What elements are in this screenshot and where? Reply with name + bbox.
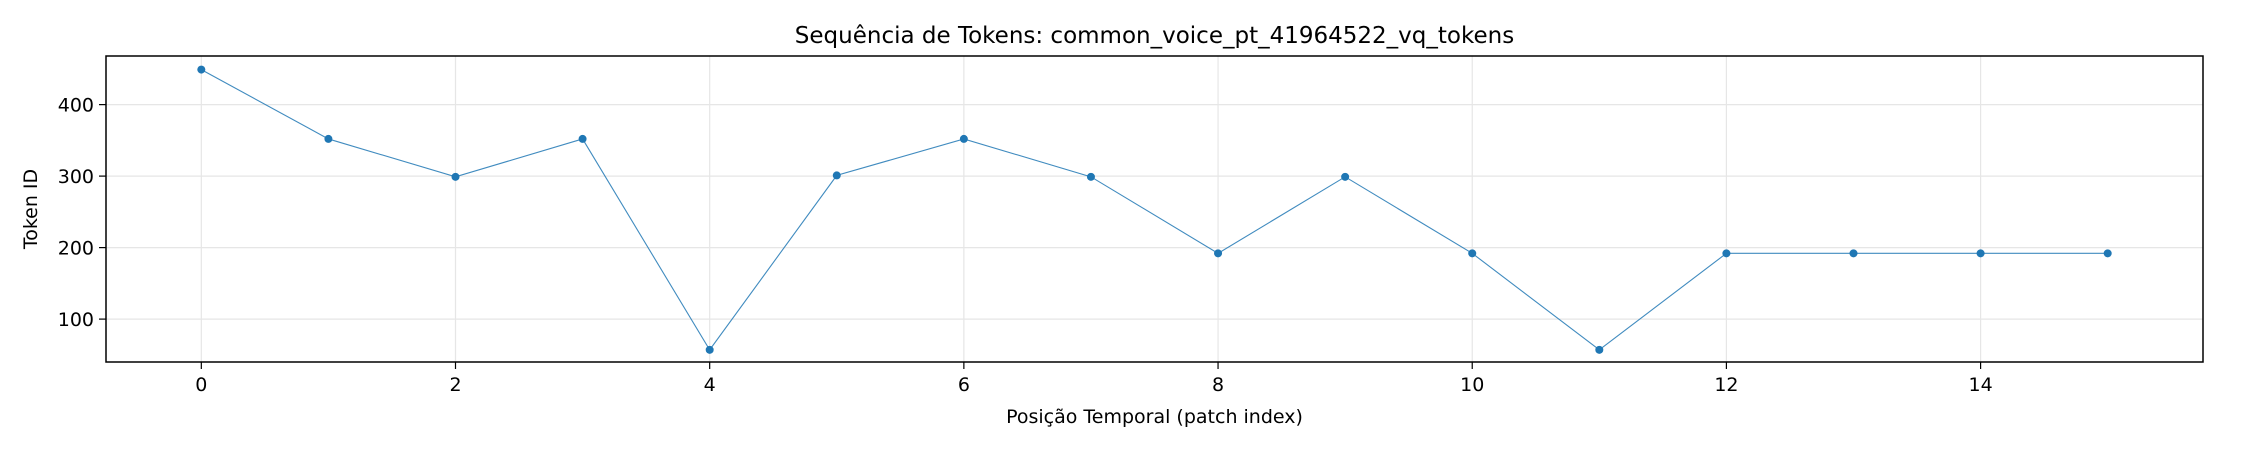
x-tick-label: 2 (449, 374, 461, 396)
x-tick-label: 4 (704, 374, 716, 396)
data-point (2103, 249, 2112, 258)
data-point (578, 134, 587, 143)
y-axis-label: Token ID (20, 169, 42, 250)
y-tick-label: 200 (58, 238, 94, 260)
axis-ticks: 0 2 4 6 8 10 12 14 100 200 300 400 (58, 95, 1993, 396)
data-point (1468, 249, 1477, 258)
data-point (1976, 249, 1985, 258)
data-point (1722, 249, 1731, 258)
y-tick-label: 100 (58, 309, 94, 331)
x-tick-label: 10 (1460, 374, 1484, 396)
data-point (1086, 172, 1095, 181)
x-tick-label: 6 (958, 374, 970, 396)
plot-frame (105, 55, 2204, 363)
data-point (197, 65, 206, 74)
y-tick-label: 400 (58, 95, 94, 117)
data-point (705, 345, 714, 354)
chart-title: Sequência de Tokens: common_voice_pt_419… (795, 23, 1514, 49)
x-tick-label: 8 (1212, 374, 1224, 396)
data-point (1849, 249, 1858, 258)
series-layer (197, 65, 2112, 354)
data-point (959, 134, 968, 143)
x-tick-label: 0 (195, 374, 207, 396)
x-axis-label: Posição Temporal (patch index) (1006, 406, 1303, 428)
data-point (324, 134, 333, 143)
data-point (1341, 172, 1350, 181)
grid-lines (106, 56, 2203, 362)
series-line (201, 69, 2108, 351)
data-point (451, 172, 460, 181)
data-point (1214, 249, 1223, 258)
data-point (1595, 345, 1604, 354)
y-tick-label: 300 (58, 166, 94, 188)
x-tick-label: 12 (1714, 374, 1738, 396)
data-point (832, 171, 841, 180)
x-tick-label: 14 (1968, 374, 1992, 396)
